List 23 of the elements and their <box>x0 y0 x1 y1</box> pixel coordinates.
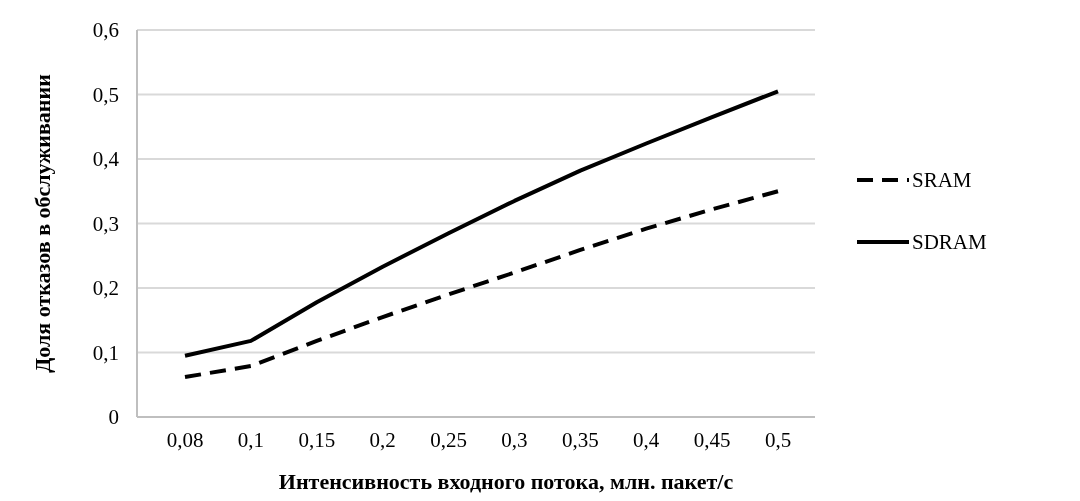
x-tick-label: 0,2 <box>369 428 396 452</box>
line-series <box>183 189 780 380</box>
x-tick-label: 0,35 <box>561 428 599 452</box>
y-tick-label: 0,5 <box>92 82 119 107</box>
y-tick-label: 0,3 <box>92 211 119 236</box>
legend-label: SDRAM <box>912 230 988 255</box>
x-tick-label: 0,45 <box>693 428 731 452</box>
y-tick-label: 0,4 <box>92 147 120 172</box>
y-tick-label: 0 <box>108 405 119 430</box>
legend-label: SRAM <box>912 168 972 193</box>
x-tick-label: 0,5 <box>764 428 792 452</box>
x-tick-label: 0,15 <box>298 428 336 452</box>
x-tick-label: 0,4 <box>633 428 660 452</box>
x-tick-label: 0,3 <box>501 428 528 452</box>
line-series <box>183 89 780 358</box>
x-tick-label: 0,25 <box>430 428 467 452</box>
x-tick-label: 0,1 <box>237 428 265 452</box>
y-axis-title: Доля отказов в обслуживании <box>30 73 55 373</box>
y-tick-label: 0,2 <box>92 276 119 301</box>
x-axis-title: Интенсивность входного потока, млн. пакет/с <box>278 469 734 494</box>
x-tick-label: 0,08 <box>166 428 204 452</box>
y-tick-label: 0,1 <box>92 340 119 365</box>
y-tick-label: 0,6 <box>92 18 119 43</box>
